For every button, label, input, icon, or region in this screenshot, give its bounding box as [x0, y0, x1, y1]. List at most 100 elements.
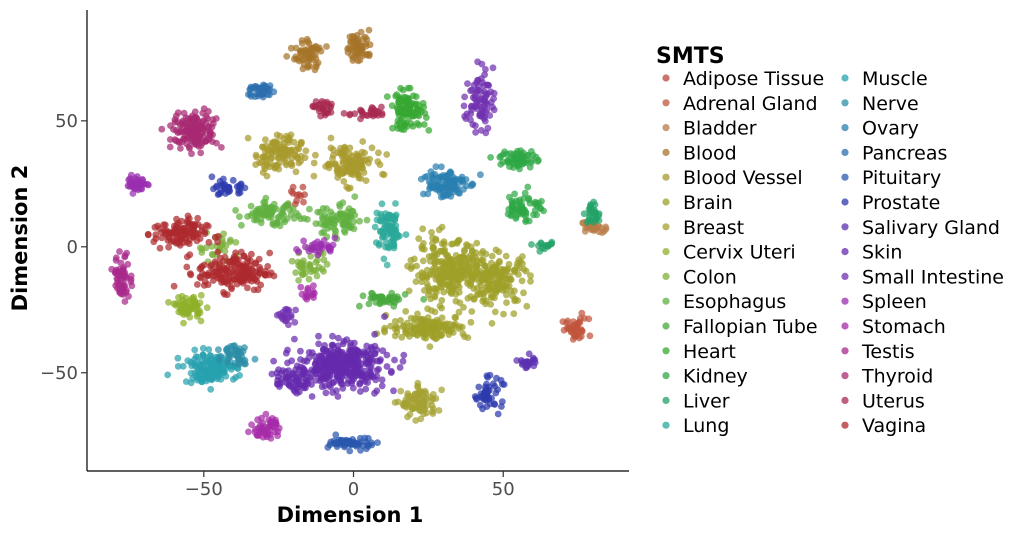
data-point: [334, 393, 342, 400]
data-point: [212, 368, 220, 376]
data-point: [487, 154, 494, 161]
data-point: [238, 221, 245, 229]
data-point: [394, 398, 402, 406]
legend-item: Nerve: [841, 93, 919, 115]
data-point: [357, 388, 364, 395]
data-point: [300, 237, 307, 245]
data-point: [291, 378, 299, 386]
data-point: [491, 308, 499, 316]
data-point: [174, 118, 181, 126]
data-point: [578, 309, 586, 317]
data-point: [522, 216, 530, 224]
data-point: [393, 293, 401, 301]
data-point: [478, 250, 486, 257]
data-point: [295, 277, 302, 284]
data-point: [232, 239, 240, 246]
series-skin: [268, 313, 408, 400]
data-point: [353, 441, 361, 448]
data-point: [531, 359, 539, 366]
legend-label: Spleen: [862, 291, 927, 313]
data-point: [288, 257, 296, 265]
data-point: [528, 241, 535, 248]
data-point: [580, 314, 588, 322]
scatter-points: [108, 26, 610, 455]
data-point: [334, 334, 342, 342]
data-point: [306, 262, 314, 270]
series-uterus: [309, 98, 386, 123]
data-point: [510, 266, 518, 274]
data-point: [346, 110, 354, 118]
data-point: [491, 400, 498, 408]
data-point: [170, 300, 178, 308]
data-point: [341, 144, 348, 152]
data-point: [216, 275, 224, 283]
legend-label: Liver: [683, 390, 730, 412]
data-point: [478, 256, 485, 264]
data-point: [316, 208, 324, 216]
data-point: [314, 257, 321, 264]
data-point: [236, 189, 244, 197]
legend-item: Heart: [662, 341, 736, 363]
data-point: [431, 249, 438, 257]
legend-label: Small Intestine: [862, 266, 1004, 288]
data-point: [383, 351, 391, 359]
data-point: [363, 445, 370, 453]
data-point: [313, 272, 321, 280]
series-testis: [108, 248, 136, 305]
data-point: [519, 253, 526, 260]
y-tick-label: −50: [40, 363, 78, 384]
data-point: [333, 364, 341, 371]
data-point: [323, 43, 330, 50]
data-point: [271, 418, 278, 426]
data-point: [332, 431, 340, 439]
data-point: [376, 240, 383, 248]
data-point: [336, 356, 344, 364]
data-point: [302, 384, 309, 392]
data-point: [236, 372, 244, 379]
data-point: [299, 183, 307, 191]
data-point: [244, 134, 252, 142]
data-point: [472, 128, 479, 136]
x-tick-label: 0: [348, 479, 359, 500]
data-point: [378, 382, 386, 390]
data-point: [431, 260, 439, 268]
data-point: [527, 272, 534, 280]
legend-swatch: [662, 148, 670, 156]
data-point: [374, 439, 381, 446]
data-point: [473, 99, 480, 107]
data-point: [216, 264, 223, 272]
legend-item: Colon: [662, 266, 737, 288]
data-point: [433, 334, 441, 342]
data-point: [320, 256, 328, 264]
data-point: [329, 155, 336, 162]
legend-item: Stomach: [841, 316, 946, 338]
data-point: [366, 374, 374, 381]
data-point: [339, 159, 347, 167]
data-point: [486, 268, 494, 275]
data-point: [381, 328, 389, 336]
data-point: [391, 318, 399, 325]
data-point: [482, 276, 490, 284]
data-point: [494, 410, 502, 418]
data-point: [167, 238, 175, 245]
data-point: [189, 232, 197, 240]
data-point: [283, 215, 291, 223]
data-point: [380, 171, 388, 179]
data-point: [572, 332, 579, 339]
data-point: [443, 320, 451, 328]
data-point: [456, 266, 463, 273]
data-point: [271, 222, 279, 229]
data-point: [473, 395, 481, 403]
legend-swatch: [662, 347, 670, 355]
data-point: [440, 247, 447, 254]
series-muscle: [164, 344, 244, 393]
legend-label: Blood: [683, 142, 737, 164]
legend-label: Adrenal Gland: [683, 93, 818, 115]
data-point: [351, 193, 359, 201]
data-point: [184, 122, 192, 130]
data-point: [368, 441, 376, 449]
data-point: [303, 377, 311, 385]
data-point: [212, 183, 220, 191]
data-point: [452, 185, 460, 193]
